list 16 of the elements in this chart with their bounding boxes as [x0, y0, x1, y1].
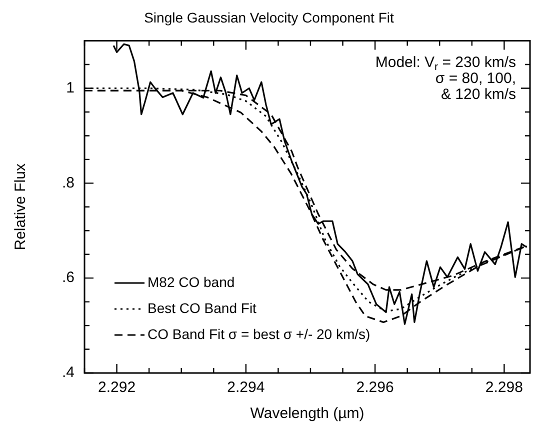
annotation: σ = 80, 100, — [435, 70, 516, 87]
legend-label: M82 CO band — [148, 274, 235, 290]
y-tick-label: .8 — [62, 174, 75, 192]
annotation: & 120 km/s — [440, 86, 516, 103]
y-axis-title: Relative Flux — [12, 163, 30, 250]
y-tick-label: 1 — [66, 79, 75, 96]
chart-title: Single Gaussian Velocity Component Fit — [144, 9, 394, 26]
y-tick-label: .6 — [62, 269, 75, 286]
x-tick-label: 2.298 — [485, 379, 523, 396]
x-tick-label: 2.296 — [356, 379, 394, 396]
legend-label: Best CO Band Fit — [148, 300, 257, 316]
legend-label: CO Band Fit σ = best σ +/- 20 km/s) — [148, 326, 370, 342]
x-tick-label: 2.292 — [98, 379, 136, 396]
y-tick-label: .4 — [62, 364, 75, 382]
x-tick-label: 2.294 — [227, 379, 265, 396]
x-axis-title: Wavelength (µm) — [250, 405, 364, 422]
